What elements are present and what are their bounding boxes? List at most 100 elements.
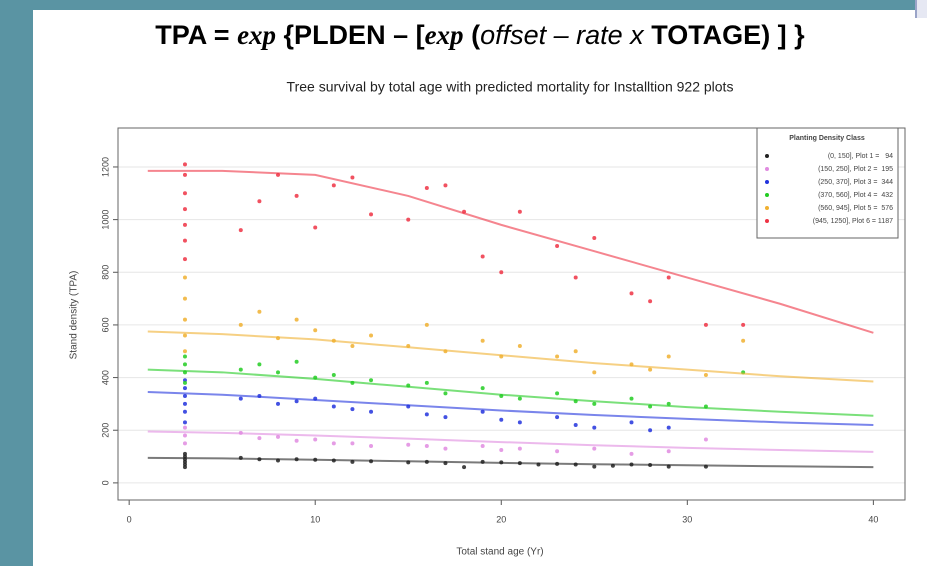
point	[331, 441, 336, 446]
fit-line	[147, 330, 874, 383]
point	[182, 296, 187, 301]
point	[369, 378, 374, 383]
point	[480, 254, 485, 259]
legend-swatch	[765, 193, 769, 197]
point	[182, 386, 187, 391]
legend-label: (370, 560], Plot 4 = 432	[818, 192, 893, 199]
legend-label: (560, 945], Plot 5 = 576	[818, 205, 893, 212]
legend-label: (250, 370], Plot 3 = 344	[818, 179, 893, 186]
slide-panel	[33, 10, 927, 566]
legend-box	[756, 127, 899, 239]
point	[629, 291, 634, 296]
point	[350, 175, 355, 180]
point	[350, 343, 355, 348]
y-tick-label: 0	[100, 480, 110, 485]
x-tick-label: 30	[682, 514, 692, 524]
x-tick-label: 40	[868, 514, 878, 524]
legend-label: (0, 150], Plot 1 = 94	[828, 153, 893, 160]
formula-part: rate	[576, 20, 623, 50]
point	[443, 183, 448, 188]
point	[313, 437, 318, 442]
point	[424, 322, 429, 327]
legend-swatch	[765, 167, 769, 171]
point	[443, 391, 448, 396]
point	[182, 222, 187, 227]
point	[741, 338, 746, 343]
point	[182, 401, 187, 406]
point	[331, 404, 336, 409]
point	[276, 370, 281, 375]
y-tick-label: 600	[100, 317, 110, 332]
point	[629, 420, 634, 425]
point	[238, 396, 243, 401]
x-tick-label: 20	[496, 514, 506, 524]
point	[573, 422, 578, 427]
point	[331, 183, 336, 188]
point	[555, 415, 560, 420]
formula-part: {PLDEN – [	[276, 20, 425, 50]
y-axis-label: Stand density (TPA)	[69, 271, 80, 360]
formula-part: TOTAGE) ] }	[651, 20, 805, 50]
legend-title: Planting Density Class	[789, 135, 865, 142]
formula-part: exp	[237, 20, 277, 50]
point	[294, 359, 299, 364]
point	[592, 446, 597, 451]
legend-swatch	[765, 206, 769, 210]
point	[592, 401, 597, 406]
point	[648, 428, 653, 433]
point	[350, 407, 355, 412]
point	[424, 380, 429, 385]
point	[182, 394, 187, 399]
legend-swatch	[765, 219, 769, 223]
point	[369, 333, 374, 338]
point	[331, 372, 336, 377]
point	[369, 409, 374, 414]
point	[629, 451, 634, 456]
point	[182, 380, 187, 385]
point	[480, 444, 485, 449]
fit-line	[147, 169, 874, 334]
fit-line	[147, 391, 874, 426]
point	[703, 437, 708, 442]
point	[424, 412, 429, 417]
point	[257, 309, 262, 314]
point	[257, 199, 262, 204]
point	[182, 441, 187, 446]
point	[182, 362, 187, 367]
point	[573, 275, 578, 280]
point	[257, 362, 262, 367]
legend-label: (150, 250], Plot 2 = 195	[818, 166, 893, 173]
point	[350, 441, 355, 446]
y-tick-label: 1200	[100, 157, 110, 177]
point	[238, 367, 243, 372]
point	[480, 386, 485, 391]
fit-line	[147, 368, 874, 417]
formula-title: TPA = exp {PLDEN – [exp (offset – rate x…	[33, 20, 927, 51]
point	[406, 217, 411, 222]
point	[369, 212, 374, 217]
point	[294, 399, 299, 404]
formula-part: exp	[424, 20, 464, 50]
point	[517, 446, 522, 451]
point	[573, 349, 578, 354]
point	[182, 420, 187, 425]
point	[517, 396, 522, 401]
point	[182, 354, 187, 359]
point	[666, 354, 671, 359]
point	[499, 417, 504, 422]
point	[238, 228, 243, 233]
y-tick-label: 1000	[100, 210, 110, 230]
point	[666, 425, 671, 430]
point	[182, 409, 187, 414]
y-tick-label: 400	[100, 370, 110, 385]
point	[313, 225, 318, 230]
point	[182, 333, 187, 338]
point	[629, 396, 634, 401]
point	[257, 436, 262, 441]
formula-part: offset	[480, 20, 547, 50]
point	[555, 449, 560, 454]
legend-swatch	[765, 180, 769, 184]
x-axis-label: Total stand age (Yr)	[456, 547, 543, 558]
fit-line	[147, 430, 874, 453]
